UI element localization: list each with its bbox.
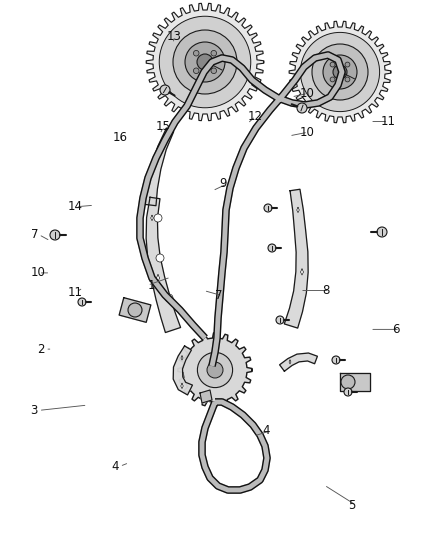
Circle shape (323, 55, 357, 89)
Polygon shape (161, 146, 163, 150)
Text: 8: 8 (322, 284, 329, 297)
Circle shape (330, 77, 335, 82)
Polygon shape (173, 346, 192, 395)
Text: 14: 14 (68, 200, 83, 213)
Circle shape (264, 204, 272, 212)
Circle shape (159, 16, 251, 108)
Polygon shape (146, 3, 264, 120)
Text: 16: 16 (113, 131, 128, 144)
Polygon shape (119, 298, 151, 322)
Polygon shape (289, 360, 291, 364)
Text: 7: 7 (215, 289, 222, 302)
Text: 11: 11 (68, 286, 83, 298)
Circle shape (276, 316, 284, 324)
Text: 2: 2 (37, 343, 45, 356)
Circle shape (300, 33, 380, 111)
Circle shape (165, 294, 173, 302)
Circle shape (341, 375, 355, 389)
Polygon shape (284, 189, 308, 328)
Text: 10: 10 (300, 87, 315, 100)
Text: 4: 4 (112, 460, 119, 473)
Circle shape (377, 227, 387, 237)
Circle shape (185, 42, 225, 82)
Circle shape (332, 356, 340, 364)
Text: 4: 4 (263, 424, 270, 437)
Text: 15: 15 (155, 120, 170, 133)
Polygon shape (289, 21, 391, 123)
Polygon shape (297, 207, 299, 213)
Circle shape (333, 65, 347, 79)
Text: 13: 13 (166, 30, 181, 43)
Polygon shape (300, 269, 304, 275)
Polygon shape (146, 197, 180, 333)
Text: 11: 11 (380, 115, 395, 128)
Circle shape (330, 62, 335, 67)
Circle shape (211, 68, 216, 74)
Circle shape (156, 254, 164, 262)
Circle shape (207, 362, 223, 378)
Circle shape (194, 68, 199, 74)
Circle shape (160, 85, 170, 95)
Text: 9: 9 (219, 177, 226, 190)
Circle shape (154, 214, 162, 222)
Circle shape (198, 352, 233, 387)
Circle shape (297, 103, 307, 113)
Text: 6: 6 (392, 323, 399, 336)
Polygon shape (151, 215, 153, 221)
Circle shape (211, 51, 216, 56)
Circle shape (268, 244, 276, 252)
Text: 12: 12 (247, 110, 262, 123)
Circle shape (194, 51, 199, 56)
Polygon shape (181, 383, 183, 389)
Polygon shape (181, 356, 183, 360)
Text: 1: 1 (148, 279, 155, 292)
Circle shape (312, 44, 368, 100)
Polygon shape (178, 333, 252, 407)
Circle shape (345, 77, 350, 82)
Text: 7: 7 (31, 228, 38, 241)
Polygon shape (144, 128, 173, 206)
Circle shape (173, 30, 237, 94)
Circle shape (50, 230, 60, 240)
Polygon shape (156, 274, 160, 281)
Circle shape (78, 298, 86, 306)
Circle shape (128, 303, 142, 317)
Polygon shape (200, 390, 212, 403)
Text: 5: 5 (348, 499, 356, 512)
Polygon shape (279, 353, 318, 371)
Text: 10: 10 (300, 126, 315, 139)
Circle shape (345, 62, 350, 67)
Circle shape (344, 388, 352, 396)
Text: 3: 3 (31, 404, 38, 417)
Text: 10: 10 (31, 266, 46, 279)
Polygon shape (340, 373, 370, 391)
Circle shape (197, 54, 213, 70)
